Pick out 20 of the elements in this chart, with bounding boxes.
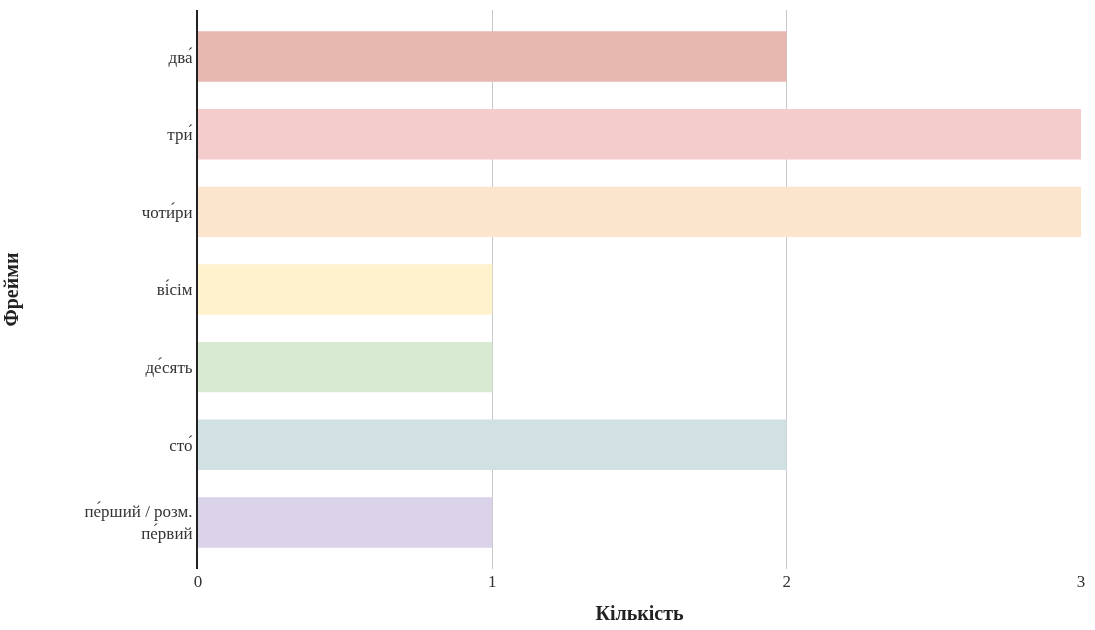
x-tick-label: 1 <box>488 572 497 591</box>
y-tick-label: пе́рший / розм. пе́рвий <box>84 501 193 544</box>
bar <box>198 419 787 471</box>
x-tick-label: 3 <box>1076 572 1086 591</box>
bar <box>198 497 493 548</box>
x-tick-label: 0 <box>193 572 203 591</box>
y-tick-label: чоти́ри <box>141 201 193 222</box>
x-tick-label: 2 <box>782 572 791 591</box>
y-tick-label: три́ <box>167 124 193 145</box>
y-tick-label: де́сять <box>145 357 193 378</box>
y-axis-title: Фрейми <box>0 252 24 327</box>
bar <box>198 108 1081 160</box>
bar <box>198 341 493 393</box>
y-tick-label: сто́ <box>169 434 193 455</box>
bar <box>198 264 493 315</box>
bar <box>198 186 1081 238</box>
y-tick-label: два́ <box>168 46 194 67</box>
y-tick-label: ві́сім <box>156 279 193 300</box>
bar <box>198 31 787 82</box>
x-axis-title: Кількість <box>595 601 685 624</box>
